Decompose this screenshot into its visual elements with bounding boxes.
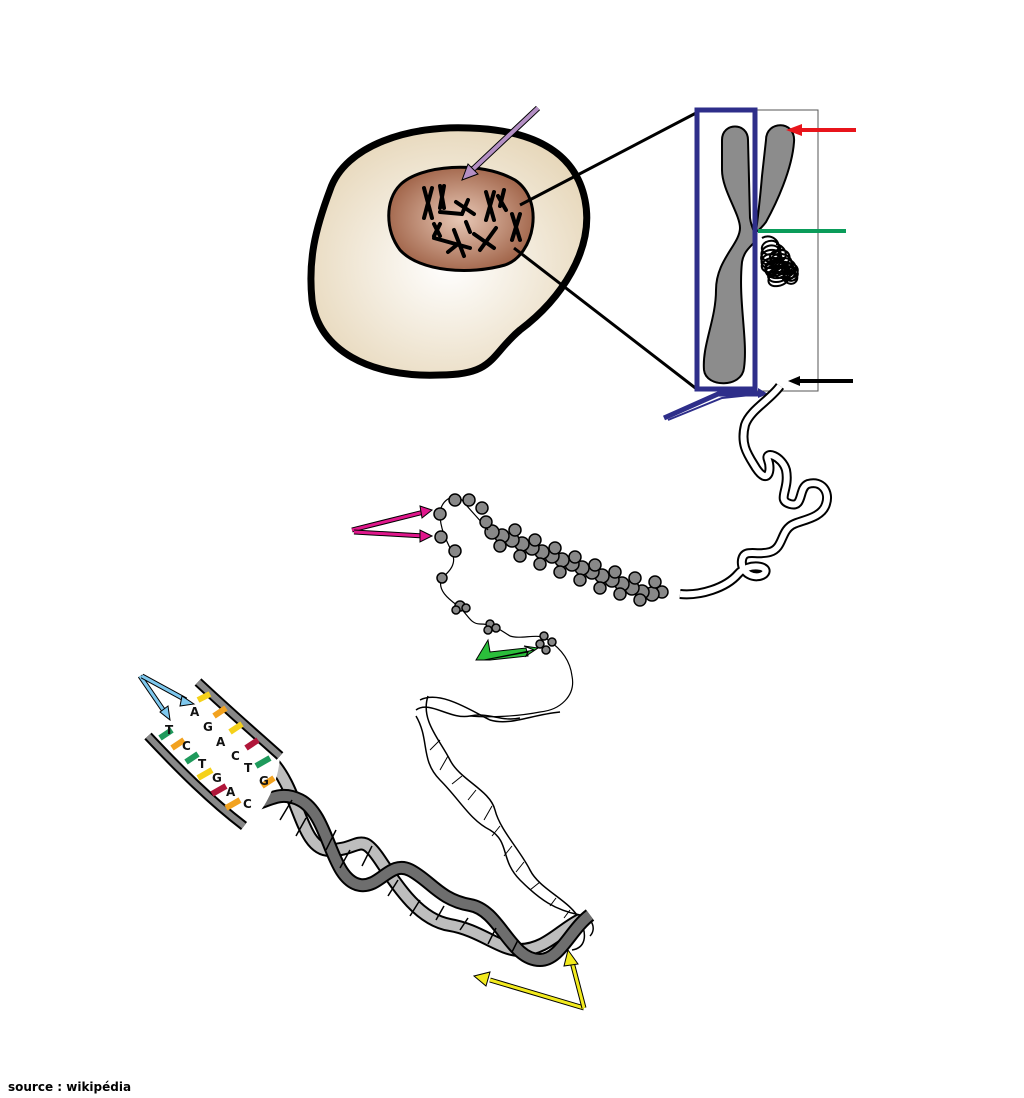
base-right-4: C [231, 749, 240, 763]
chromatid-pointer-arrow [662, 388, 768, 421]
dna-helix-thin [415, 695, 594, 951]
nucleus-chromosomes [422, 184, 522, 258]
chromatin-pointer-arrow [788, 376, 853, 386]
base-left-1: T [165, 723, 174, 737]
base-right-5: T [244, 761, 253, 775]
source-caption: source : wikipédia [8, 1080, 132, 1094]
zoom-line-lower [513, 246, 699, 392]
zoom-line-upper [519, 110, 699, 207]
base-left-5: A [226, 785, 236, 799]
base-right-6: G [259, 774, 269, 788]
nucleus-pointer-arrow [461, 105, 541, 181]
chromatid-highlight-box [694, 107, 758, 392]
base-right-1: A [190, 705, 200, 719]
base-right-3: A [216, 735, 226, 749]
histone-pointer-arrows [475, 638, 540, 661]
base-left-3: T [198, 757, 207, 771]
base-left-6: C [243, 797, 252, 811]
dna-helix-thick [237, 755, 595, 968]
base-left-2: C [182, 739, 191, 753]
base-left-4: G [212, 771, 222, 785]
base-right-2: G [203, 720, 213, 734]
base-pair-pointer-arrows [137, 673, 196, 722]
chromatin-loops [760, 235, 799, 288]
chromatin-fiber-coil [679, 382, 832, 600]
telomere-pointer-arrow [786, 124, 856, 136]
dna-ladder: T C T G A C A G A C T G [144, 678, 284, 830]
dna-pointer-arrows [472, 948, 587, 1011]
nucleosome-pointer-arrows [351, 505, 434, 543]
nucleosome-fiber [484, 523, 669, 607]
beads-on-string [433, 493, 574, 718]
